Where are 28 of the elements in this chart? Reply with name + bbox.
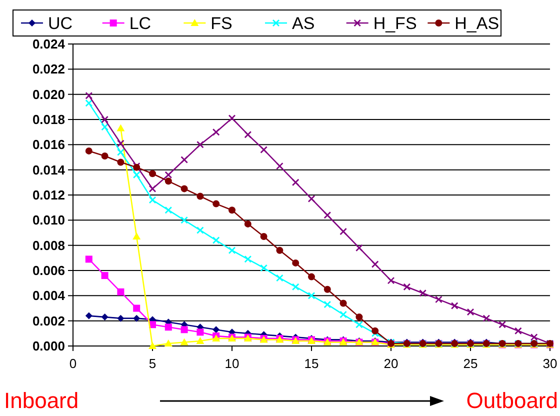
y-tick-label: 0.010 [32,212,65,228]
legend-label: H_FS [373,14,417,33]
legend-label: LC [129,14,152,33]
x-tick-label: 20 [384,356,398,371]
x-tick-label: 25 [463,356,478,371]
y-tick-label: 0.018 [32,112,65,128]
x-tick-label: 10 [224,356,240,371]
y-tick-label: 0.014 [32,162,66,178]
text: Outboard [466,388,558,413]
y-tick-label: 0.024 [32,36,66,52]
y-tick-label: 0.012 [32,188,65,203]
y-tick-label: 0.008 [32,238,65,253]
text: Inboard [4,388,79,413]
y-tick-label: 0.022 [32,62,65,77]
legend-label: H_AS [454,14,500,33]
x-tick-label: 30 [542,356,558,371]
y-tick-label: 0.016 [32,137,65,152]
y-tick-label: 0.002 [32,313,65,328]
x-tick-label: 15 [304,356,319,371]
legend-label: UC [48,14,73,33]
y-tick-label: 0.004 [32,288,66,304]
y-tick-label: 0.000 [32,338,65,354]
y-tick-label: 0.006 [32,263,65,278]
y-tick-label: 0.020 [32,86,65,102]
x-tick-label: 5 [148,356,156,371]
x-tick-label: 0 [69,356,77,371]
legend-label: FS [210,14,232,33]
legend-label: AS [292,14,315,33]
